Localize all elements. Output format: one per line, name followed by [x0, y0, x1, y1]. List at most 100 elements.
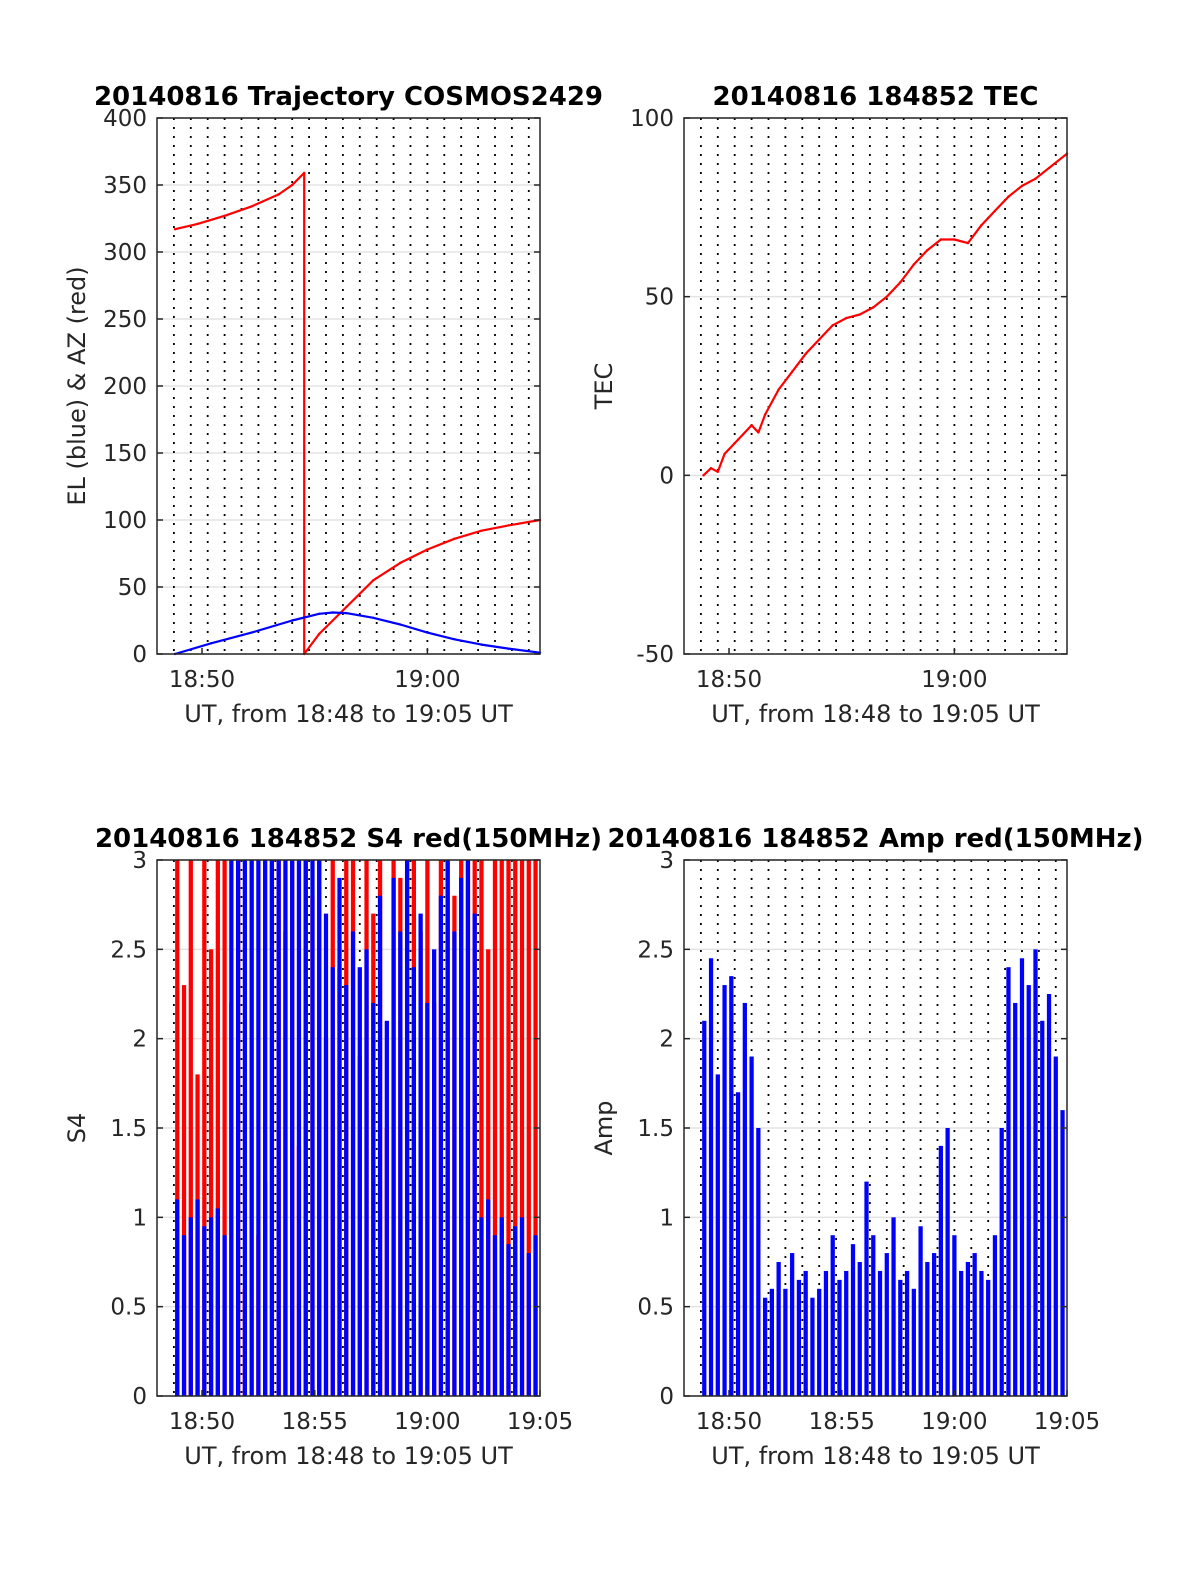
chart-panel-2: -50 0 50 100 18:50 19:00 20140816 184852 TEC UT…: [590, 82, 1069, 728]
chart-title: 20140816 184852 S4 red(150MHz): [95, 824, 602, 854]
data-bar: [404, 860, 410, 1396]
data-point: [209, 642, 213, 645]
data-bar: [526, 1253, 531, 1396]
data-bar: [931, 1253, 937, 1396]
data-bar: [823, 1270, 829, 1396]
y-tick-label: 150: [103, 441, 147, 467]
data-bar: [269, 860, 275, 1396]
data-bar: [208, 1217, 214, 1396]
x-axis-label: UT, from 18:48 to 19:05 UT: [711, 1442, 1040, 1470]
data-bar: [290, 860, 295, 1396]
data-bar: [749, 1056, 754, 1396]
data-point: [858, 313, 861, 316]
data-bar: [762, 1297, 768, 1396]
x-tick-label: 19:00: [394, 1409, 460, 1435]
chart-panel-1: 0 50 100 150 200 250 300 350 400 18:50 19:00 201408…: [63, 82, 603, 728]
y-tick-label: 0.5: [637, 1295, 674, 1321]
x-axis-label: UT, from 18:48 to 19:05 UT: [711, 700, 1040, 728]
x-tick-label: 18:55: [809, 1409, 875, 1435]
data-bar: [283, 860, 288, 1396]
data-bar: [1046, 994, 1052, 1396]
data-bar: [1053, 1056, 1058, 1396]
data-point: [872, 306, 875, 309]
data-bar: [465, 860, 471, 1396]
data-bar: [317, 860, 322, 1396]
axes-box: [683, 117, 1068, 655]
data-bar: [769, 1288, 775, 1396]
data-bar: [242, 860, 248, 1396]
data-point: [845, 316, 848, 320]
y-tick-label: 1.5: [637, 1116, 674, 1142]
data-bar: [391, 877, 396, 1396]
data-bar: [783, 1288, 788, 1396]
data-bar: [965, 1262, 971, 1396]
data-point: [480, 529, 483, 532]
data-bar: [263, 860, 268, 1396]
data-point: [716, 470, 719, 473]
data-bar: [986, 1279, 991, 1396]
data-bar: [1013, 1002, 1018, 1396]
y-tick-label: 0.5: [110, 1295, 147, 1321]
data-point: [453, 537, 456, 540]
data-point: [331, 611, 334, 614]
data-bar: [486, 1199, 491, 1396]
data-bar: [418, 913, 423, 1396]
x-tick-label: 19:05: [507, 1409, 573, 1435]
data-bar: [864, 1181, 869, 1396]
data-point: [372, 579, 375, 582]
data-point: [507, 647, 510, 650]
data-point: [885, 295, 888, 298]
data-bar: [188, 1217, 193, 1396]
data-bar: [790, 1253, 795, 1396]
x-tick-label: 18:50: [696, 667, 762, 693]
data-point: [480, 643, 483, 646]
data-bar: [181, 1235, 187, 1396]
data-bar: [1060, 1110, 1065, 1396]
chart-title: 20140816 184852 TEC: [713, 82, 1039, 112]
y-tick-label: 350: [103, 173, 147, 199]
data-bar: [479, 1217, 484, 1396]
series-2: [175, 860, 538, 1396]
data-point: [372, 616, 375, 620]
y-tick-label: 100: [103, 508, 147, 534]
data-bar: [1006, 967, 1011, 1396]
y-axis-label: TEC: [590, 363, 618, 411]
data-bar: [959, 1270, 964, 1396]
data-bar: [181, 985, 187, 1396]
data-bar: [877, 1270, 883, 1396]
data-point: [173, 228, 177, 231]
data-bar: [519, 860, 525, 1396]
data-bar: [898, 1279, 903, 1396]
x-tick-label: 19:00: [921, 667, 987, 693]
series-line: [702, 152, 1068, 477]
data-bar: [472, 913, 477, 1396]
data-bar: [526, 860, 531, 1396]
data-bar: [276, 860, 281, 1396]
data-bar: [438, 895, 444, 1396]
data-bar: [1026, 985, 1031, 1396]
chart-title: 20140816 Trajectory COSMOS2429: [94, 82, 603, 112]
y-tick-label: 1: [132, 1205, 147, 1231]
data-point: [318, 632, 321, 636]
data-point: [817, 338, 821, 341]
data-bar: [202, 1226, 207, 1396]
data-point: [345, 605, 348, 609]
y-tick-label: 3: [659, 848, 674, 874]
data-bar: [175, 860, 180, 1396]
y-tick-label: 3: [132, 848, 147, 874]
data-bar: [715, 1074, 720, 1396]
data-bar: [296, 860, 302, 1396]
y-axis-label: S4: [63, 1113, 91, 1144]
data-bar: [911, 1288, 916, 1396]
data-point: [223, 214, 226, 218]
data-point: [345, 611, 348, 615]
y-axis-label: Amp: [590, 1100, 618, 1155]
data-bar: [776, 1262, 781, 1396]
y-tick-label: 1.5: [110, 1116, 147, 1142]
data-bar: [215, 860, 220, 1396]
data-bar: [256, 860, 261, 1396]
x-tick-label: 19:05: [1034, 1409, 1100, 1435]
data-bar: [857, 1262, 862, 1396]
data-bar: [756, 1128, 761, 1396]
data-bar: [215, 1208, 220, 1396]
